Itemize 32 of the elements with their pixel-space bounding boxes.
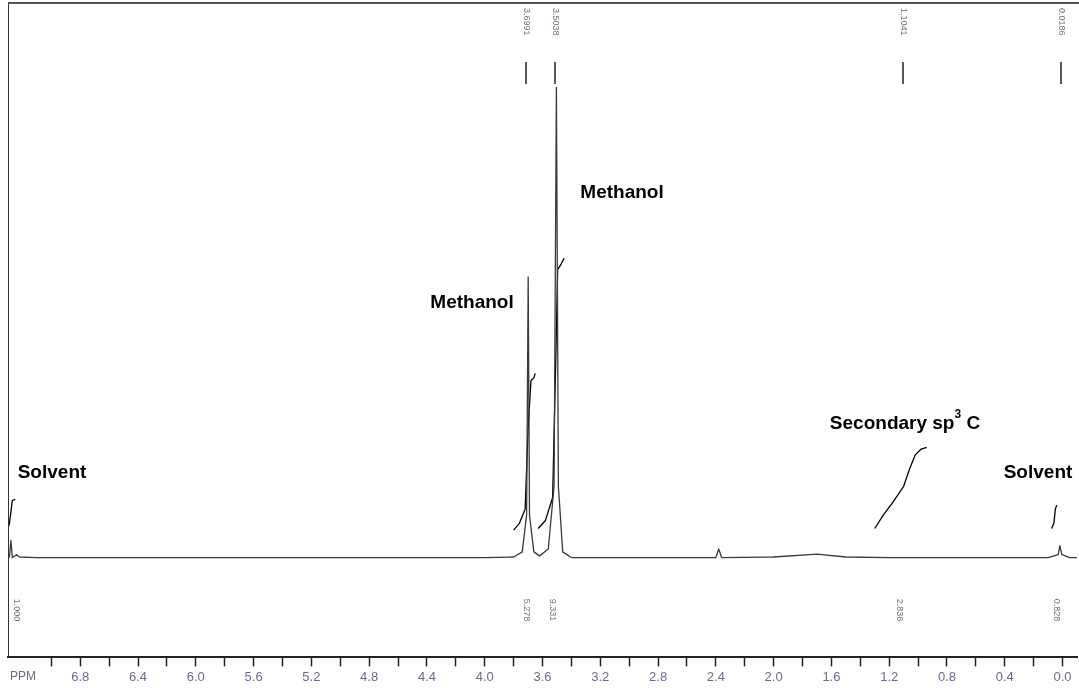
x-tick-label: 2.0 <box>764 668 783 684</box>
x-tick-label: 6.0 <box>186 668 205 684</box>
x-tick-label: 5.2 <box>302 668 321 684</box>
annotation: Solvent <box>17 461 87 483</box>
x-tick-label: 5.6 <box>244 668 263 684</box>
x-tick-label: 4.4 <box>417 668 436 684</box>
annotation: 0.828 <box>1051 598 1062 622</box>
x-tick-label: 1.6 <box>822 668 841 684</box>
annotation: 2.836 <box>894 598 905 622</box>
x-tick-label: 3.2 <box>591 668 610 684</box>
annotation: Methanol <box>580 181 664 203</box>
x-tick-label: 2.4 <box>706 668 725 684</box>
annotation: Methanol <box>430 291 514 313</box>
x-tick-label: 2.8 <box>649 668 668 684</box>
x-tick-label: 0.0 <box>1053 668 1072 684</box>
x-tick-label: 0.4 <box>995 668 1014 684</box>
text: 1.1041 <box>898 8 909 36</box>
x-tick-label: 3.6 <box>533 668 552 684</box>
x-tick-label: 6.4 <box>128 668 148 684</box>
annotation: 5.278 <box>521 598 532 622</box>
x-tick-label: 6.8 <box>71 668 90 684</box>
x-tick-label: 0.8 <box>937 668 957 684</box>
annotation: 9.331 <box>547 598 558 622</box>
x-tick-label: 4.8 <box>360 668 379 684</box>
text: 0.0186 <box>1056 8 1067 36</box>
x-tick-label: 4.0 <box>475 668 494 684</box>
text: 3.6991 <box>521 8 532 36</box>
annotation: 1.000 <box>11 598 22 622</box>
annotation: Solvent <box>1003 461 1073 483</box>
text: 3.5038 <box>550 8 561 36</box>
x-axis-title: PPM <box>10 669 37 684</box>
x-tick-label: 1.2 <box>880 668 899 684</box>
